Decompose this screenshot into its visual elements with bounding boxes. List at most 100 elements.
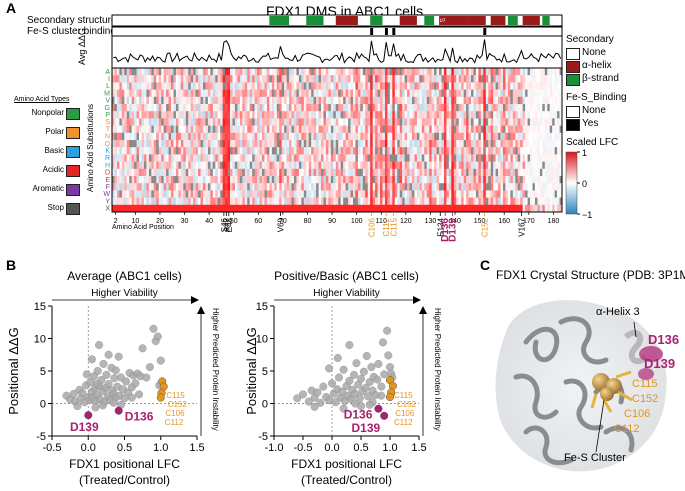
heatmap-cell xyxy=(397,118,401,126)
heatmap-cell xyxy=(244,176,248,184)
heatmap-cell xyxy=(387,132,391,141)
heatmap-cell xyxy=(200,111,204,119)
heatmap-cell xyxy=(461,104,464,112)
heatmap-cell xyxy=(544,132,548,141)
heatmap-cell xyxy=(141,190,145,198)
heatmap-cell xyxy=(448,204,452,213)
heatmap-cell xyxy=(220,96,223,105)
x-tick-label-90: 90 xyxy=(328,218,336,225)
heatmap-cell xyxy=(311,154,314,162)
heatmap-cell xyxy=(202,154,206,162)
heatmap-cell xyxy=(557,125,560,133)
heatmap-cell xyxy=(480,68,484,76)
heatmap-cell xyxy=(357,68,361,76)
heatmap-cell xyxy=(348,197,351,205)
heatmap-cell xyxy=(316,125,319,133)
heatmap-cell xyxy=(530,68,533,76)
heatmap-cell xyxy=(355,125,359,133)
heatmap-cell xyxy=(426,68,430,76)
heatmap-cell xyxy=(419,161,423,169)
cluster-pointer xyxy=(595,399,605,453)
heatmap-cell xyxy=(136,89,140,97)
heatmap-cell xyxy=(542,89,546,97)
heatmap-cell xyxy=(414,68,418,76)
heatmap-cell xyxy=(532,104,536,112)
heatmap-cell xyxy=(284,190,287,198)
substitution-label-D: D xyxy=(105,170,110,177)
heatmap-cell xyxy=(520,82,523,90)
heatmap-cell xyxy=(131,111,135,119)
heatmap-cell xyxy=(532,82,536,90)
heatmap-cell xyxy=(202,68,206,76)
heatmap-cell xyxy=(289,190,292,198)
heatmap-cell xyxy=(166,104,169,112)
heatmap-cell xyxy=(298,140,302,148)
heatmap-cell xyxy=(419,104,423,112)
heatmap-cell xyxy=(530,111,533,119)
heatmap-cell xyxy=(249,168,253,177)
heatmap-cell xyxy=(296,96,300,105)
heatmap-cell xyxy=(131,132,135,141)
heatmap-cell xyxy=(421,82,425,90)
heatmap-cell xyxy=(234,82,238,90)
heatmap-cell xyxy=(207,161,211,169)
heatmap-cell xyxy=(547,104,551,112)
heatmap-cell xyxy=(537,161,541,169)
heatmap-cell xyxy=(402,75,405,83)
heatmap-cell xyxy=(441,75,445,83)
heatmap-cell xyxy=(254,197,258,205)
secondary-label-2: β-strand xyxy=(582,73,619,84)
heatmap-cell xyxy=(271,75,275,83)
heatmap-cell xyxy=(230,197,233,205)
heatmap-cell xyxy=(139,176,142,184)
heatmap-cell xyxy=(426,176,430,184)
heatmap-cell xyxy=(212,132,216,141)
heatmap-cell xyxy=(210,183,214,191)
heatmap-cell xyxy=(399,75,403,83)
heatmap-cell xyxy=(407,96,410,105)
heatmap-cell xyxy=(530,75,533,83)
heatmap-cell xyxy=(321,118,324,126)
y-tick-label-0: 0 xyxy=(40,399,46,411)
heatmap-cell xyxy=(436,183,440,191)
ss-block-6 xyxy=(439,16,469,25)
heatmap-cell xyxy=(264,183,268,191)
heatmap-cell xyxy=(247,176,251,184)
heatmap-cell xyxy=(112,147,115,155)
heatmap-cell xyxy=(483,197,487,205)
heatmap-cell xyxy=(478,125,482,133)
heatmap-cell xyxy=(345,147,349,155)
heatmap-cell xyxy=(352,89,356,97)
heatmap-cell xyxy=(205,68,209,76)
heatmap-cell xyxy=(286,154,290,162)
heatmap-cell xyxy=(293,176,297,184)
heatmap-cell xyxy=(485,75,489,83)
heatmap-cell xyxy=(488,197,491,205)
heatmap-cell xyxy=(559,68,563,76)
heatmap-cell xyxy=(293,204,297,213)
heatmap-cell xyxy=(510,161,514,169)
heatmap-cell xyxy=(230,89,233,97)
heatmap-cell xyxy=(284,140,287,148)
heatmap-cell xyxy=(426,190,430,198)
heatmap-cell xyxy=(407,204,410,213)
heatmap-cell xyxy=(252,176,255,184)
heatmap-cell xyxy=(338,111,341,119)
heatmap-cell xyxy=(394,161,398,169)
heatmap-cell xyxy=(153,118,157,126)
heatmap-cell xyxy=(234,132,238,141)
heatmap-cell xyxy=(448,140,452,148)
heatmap-cell xyxy=(340,183,344,191)
viability-label: Higher Viability xyxy=(313,288,380,299)
heatmap-cell xyxy=(350,197,354,205)
heatmap-cell xyxy=(136,111,140,119)
heatmap-cell xyxy=(468,118,472,126)
heatmap-cell xyxy=(316,118,319,126)
heatmap-cell xyxy=(458,68,462,76)
heatmap-cell xyxy=(254,154,258,162)
heatmap-cell xyxy=(330,147,334,155)
heatmap-cell xyxy=(249,75,253,83)
heatmap-cell xyxy=(384,68,388,76)
heatmap-cell xyxy=(500,96,504,105)
heatmap-cell xyxy=(202,168,206,177)
